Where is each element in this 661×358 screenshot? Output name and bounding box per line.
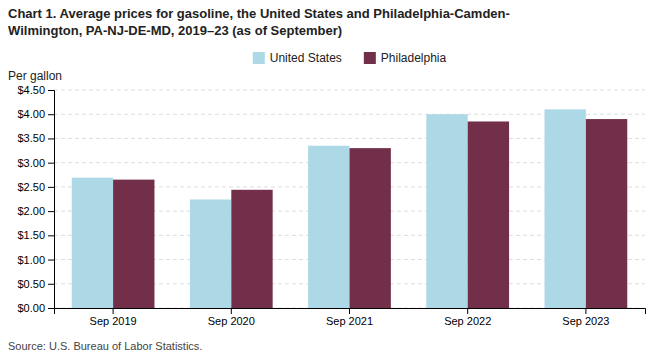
y-tick-mark: [48, 187, 54, 188]
legend-swatch: [253, 52, 265, 64]
y-tick: $1.50: [17, 229, 54, 241]
x-tick-label: Sep 2022: [444, 315, 491, 327]
y-tick: $4.50: [17, 84, 54, 96]
y-tick: $4.00: [17, 108, 54, 120]
x-tick: Sep 2022: [444, 308, 491, 327]
y-axis-line: [48, 91, 55, 309]
y-tick: $3.50: [17, 132, 54, 144]
title-line: Wilmington, PA-NJ-DE-MD, 2019–23 (as of …: [8, 23, 342, 38]
y-tick: $3.00: [17, 157, 54, 169]
y-tick-mark: [48, 260, 54, 261]
plot: $0.00 $0.50 $1.00 $1.50 $2.00 $2.50 $3.00 $3.50…: [17, 84, 645, 327]
x-tick-mark: [349, 308, 350, 314]
bar: [426, 114, 467, 308]
y-tick-label: $1.50: [17, 229, 45, 241]
y-tick-mark: [48, 90, 54, 91]
title: Chart 1. Average prices for gasoline, th…: [8, 6, 510, 38]
series: [72, 109, 586, 308]
bar: [72, 178, 113, 308]
x-axis-line: [55, 309, 646, 315]
bar: [586, 119, 627, 308]
x-axis: Sep 2019 Sep 2020 Sep 2021 Sep 2022 Sep 2023: [55, 308, 646, 327]
bar: [231, 190, 272, 308]
grid: [54, 90, 645, 308]
bar: [113, 180, 154, 308]
legend-item: Philadelphia: [364, 51, 447, 65]
bar: [468, 121, 509, 308]
x-tick: Sep 2019: [90, 308, 137, 327]
grid-line: [54, 90, 645, 91]
y-tick-mark: [48, 308, 54, 309]
legend-swatch: [364, 52, 376, 64]
y-tick-label: $3.00: [17, 157, 45, 169]
x-tick-label: Sep 2019: [90, 315, 137, 327]
x-tick-mark: [467, 308, 468, 314]
y-tick-mark: [48, 163, 54, 164]
y-tick: $2.50: [17, 181, 54, 193]
x-tick-label: Sep 2020: [208, 315, 255, 327]
y-axis-label: Per gallon: [8, 69, 62, 83]
y-tick-label: $0.00: [17, 302, 45, 314]
legend-label: United States: [270, 51, 342, 65]
x-tick-mark: [231, 308, 232, 314]
x-tick: Sep 2020: [208, 308, 255, 327]
x-tick: Sep 2021: [326, 308, 373, 327]
y-tick: $0.50: [17, 278, 54, 290]
y-tick: $1.00: [17, 254, 54, 266]
y-tick-mark: [48, 138, 54, 139]
x-tick-mark: [585, 308, 586, 314]
y-tick-mark: [48, 284, 54, 285]
y-axis: $0.00 $0.50 $1.00 $1.50 $2.00 $2.50 $3.00 $3.50…: [17, 84, 54, 314]
chart: Chart 1. Average prices for gasoline, th…: [0, 0, 661, 358]
bar: [190, 199, 231, 308]
legend: United States Philadelphia: [253, 51, 447, 65]
y-tick-mark: [48, 211, 54, 212]
legend-label: Philadelphia: [381, 51, 447, 65]
legend-item: United States: [253, 51, 342, 65]
y-tick-label: $0.50: [17, 278, 45, 290]
y-tick-label: $1.00: [17, 254, 45, 266]
y-tick-label: $4.50: [17, 84, 45, 96]
y-tick-mark: [48, 235, 54, 236]
y-tick-label: $3.50: [17, 132, 45, 144]
y-tick-mark: [48, 114, 54, 115]
bar: [545, 109, 586, 308]
bar: [308, 146, 349, 308]
bar: [350, 148, 391, 308]
y-tick-label: $2.00: [17, 205, 45, 217]
y-tick-label: $2.50: [17, 181, 45, 193]
series: [113, 119, 627, 308]
x-tick: Sep 2023: [562, 308, 609, 327]
bars: [72, 109, 628, 308]
x-tick-label: Sep 2021: [326, 315, 373, 327]
y-tick: $0.00: [17, 302, 54, 314]
source: Source: U.S. Bureau of Labor Statistics.: [8, 340, 202, 352]
x-tick-label: Sep 2023: [562, 315, 609, 327]
title-line: Chart 1. Average prices for gasoline, th…: [8, 6, 510, 21]
y-tick: $2.00: [17, 205, 54, 217]
y-tick-label: $4.00: [17, 108, 45, 120]
x-tick-mark: [113, 308, 114, 314]
